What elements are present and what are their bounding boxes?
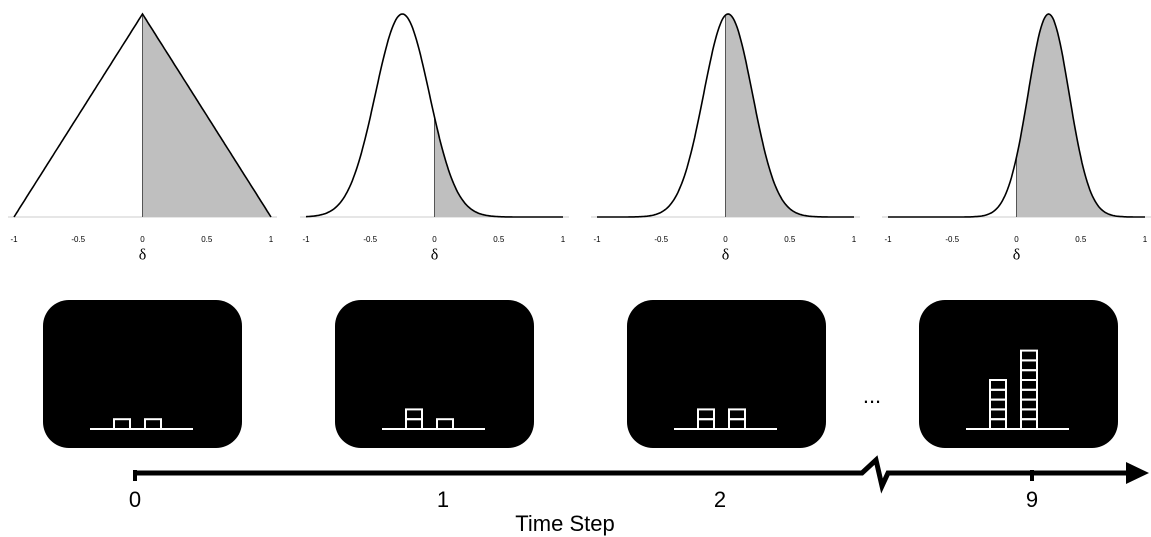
x-tick-label: 0.5 xyxy=(201,235,213,244)
x-tick-label: 0 xyxy=(432,235,437,244)
density-curve xyxy=(13,12,272,218)
shaded-area xyxy=(725,14,854,217)
scene-panel xyxy=(335,300,534,448)
block xyxy=(144,418,162,431)
time-step-label: 1 xyxy=(437,487,449,512)
scene-panel xyxy=(43,300,242,448)
scene-panel xyxy=(627,300,826,448)
timeline-title: Time Step xyxy=(515,511,614,536)
time-step-label: 0 xyxy=(129,487,141,512)
x-tick-label: 0.5 xyxy=(1075,235,1087,244)
axis-label: δ xyxy=(722,247,730,264)
block xyxy=(989,379,1007,391)
axis-label: δ xyxy=(431,247,439,264)
axis-label: δ xyxy=(1013,247,1021,264)
x-tick-label: 0.5 xyxy=(784,235,796,244)
x-tick-label: -1 xyxy=(593,235,601,244)
x-tick-label: 1 xyxy=(852,235,857,244)
x-tick-label: -1 xyxy=(10,235,18,244)
block xyxy=(113,418,131,431)
time-step-label: 2 xyxy=(714,487,726,512)
block xyxy=(405,408,423,421)
scene-panel xyxy=(919,300,1118,448)
axis-label: δ xyxy=(139,247,147,264)
x-tick-label: -0.5 xyxy=(945,235,959,244)
block xyxy=(728,408,746,421)
x-tick-label: 0 xyxy=(140,235,145,244)
x-tick-label: -1 xyxy=(884,235,892,244)
block xyxy=(697,408,715,421)
density-curve xyxy=(597,13,854,218)
shaded-area xyxy=(434,117,563,217)
timeline-axis xyxy=(133,455,1130,494)
shaded-area xyxy=(1016,14,1145,217)
density-curve xyxy=(888,13,1145,218)
x-tick-label: 1 xyxy=(269,235,274,244)
x-tick-label: 0 xyxy=(723,235,728,244)
x-tick-label: -0.5 xyxy=(654,235,668,244)
x-tick-label: -0.5 xyxy=(71,235,85,244)
x-tick-label: 0.5 xyxy=(493,235,505,244)
block xyxy=(436,418,454,431)
x-tick-label: 1 xyxy=(561,235,566,244)
density-curve xyxy=(305,13,563,218)
x-tick-label: -1 xyxy=(302,235,310,244)
x-tick-label: 0 xyxy=(1014,235,1019,244)
time-step-label: 9 xyxy=(1026,487,1038,512)
ellipsis: ... xyxy=(863,383,881,408)
x-tick-label: 1 xyxy=(1143,235,1148,244)
timeline-arrow xyxy=(1126,462,1149,484)
block xyxy=(1020,349,1038,362)
x-tick-label: -0.5 xyxy=(363,235,377,244)
